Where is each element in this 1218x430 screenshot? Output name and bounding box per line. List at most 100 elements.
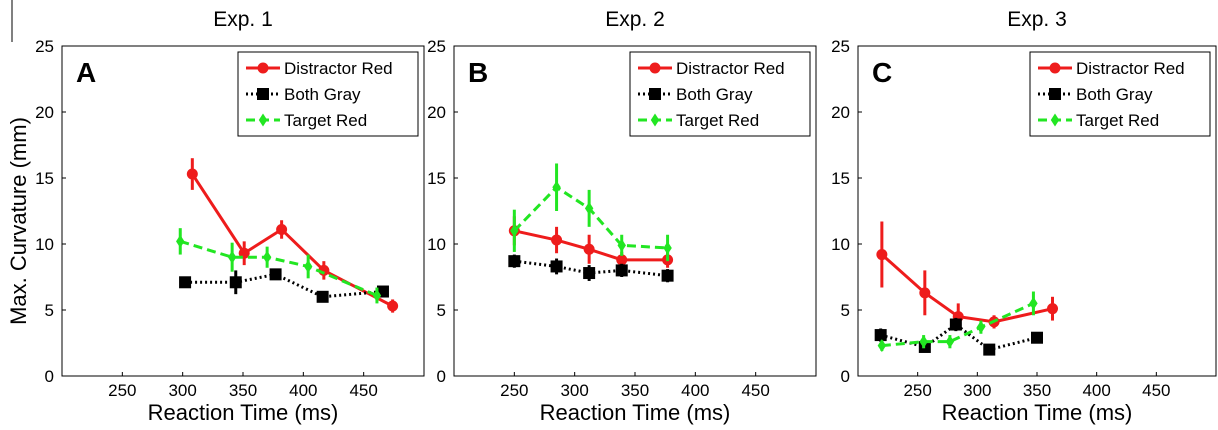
data-point [661, 269, 674, 282]
x-axis-label: Reaction Time (ms) [148, 400, 339, 425]
legend-label: Both Gray [1076, 85, 1153, 104]
x-tick-label: 400 [1082, 381, 1110, 400]
x-tick-label: 300 [963, 381, 991, 400]
y-tick-label: 25 [35, 37, 54, 56]
series-distractor-red [876, 221, 1059, 330]
data-point [949, 318, 962, 331]
panel-title: Exp. 2 [605, 8, 665, 31]
y-tick-label: 5 [841, 301, 850, 320]
x-tick-label: 450 [1142, 381, 1170, 400]
x-tick-label: 400 [289, 381, 317, 400]
y-tick-label: 20 [831, 103, 850, 122]
legend-label: Target Red [676, 111, 759, 130]
legend: Distractor Red Both Gray Target Red [1029, 51, 1211, 137]
data-point [617, 238, 626, 252]
data-point [186, 168, 198, 180]
series-both-gray [508, 254, 674, 283]
y-tick-label: 10 [35, 235, 54, 254]
series-distractor-red [186, 158, 399, 313]
x-tick-label: 450 [741, 381, 769, 400]
legend-swatch-marker [258, 113, 268, 127]
data-point [508, 255, 521, 268]
legend: Distractor Red Both Gray Target Red [237, 51, 419, 137]
y-tick-label: 10 [831, 235, 850, 254]
x-tick-label: 250 [500, 381, 528, 400]
x-tick-label: 350 [621, 381, 649, 400]
data-point [877, 339, 887, 353]
x-tick-label: 250 [108, 381, 136, 400]
series-target-red [176, 228, 382, 304]
y-tick-label: 15 [427, 169, 446, 188]
legend-swatch-marker [649, 88, 661, 100]
data-point [551, 234, 563, 246]
y-tick-label: 25 [427, 37, 446, 56]
data-point [269, 268, 282, 281]
legend-swatch-marker [650, 113, 660, 127]
legend-label: Target Red [284, 111, 367, 130]
legend-label: Distractor Red [1076, 59, 1185, 78]
data-point [229, 276, 242, 289]
y-tick-label: 0 [437, 367, 446, 386]
y-tick-label: 0 [45, 367, 54, 386]
series-line [191, 173, 394, 308]
data-point [919, 287, 931, 299]
panel-title: Exp. 3 [1007, 8, 1067, 31]
legend-swatch-marker [257, 88, 269, 100]
y-tick-label: 5 [45, 301, 54, 320]
data-point [316, 290, 329, 303]
y-tick-label: 5 [437, 301, 446, 320]
data-point [584, 201, 594, 215]
data-point [387, 300, 399, 312]
data-point [1031, 331, 1043, 344]
data-point [176, 234, 185, 248]
panel-3: Exp. 3 0 5 10 15 20 25 250 300 350 400 450 Reaction … [831, 8, 1217, 425]
data-point [583, 267, 596, 280]
series-line [880, 253, 1053, 324]
y-tick-label: 15 [831, 169, 850, 188]
data-point [874, 329, 887, 342]
data-point [663, 241, 672, 255]
panel-letter: A [76, 57, 96, 88]
x-tick-label: 250 [903, 381, 931, 400]
panel-1: Exp. 1 0 5 10 15 20 25 250 300 350 400 450 Reaction … [35, 8, 425, 425]
series-both-gray [179, 268, 389, 303]
data-point [945, 335, 955, 349]
series-distractor-red [508, 216, 674, 268]
legend-label: Both Gray [284, 85, 361, 104]
data-point [983, 343, 996, 356]
x-axis-label: Reaction Time (ms) [942, 400, 1133, 425]
x-tick-label: 300 [168, 381, 196, 400]
y-axis-label: Max. Curvature (mm) [6, 117, 31, 325]
data-point [1047, 303, 1059, 315]
data-point [876, 249, 888, 261]
legend-label: Target Red [1076, 111, 1159, 130]
data-point [976, 320, 986, 334]
y-tick-label: 15 [35, 169, 54, 188]
data-point [372, 288, 382, 302]
series-target-red [510, 163, 672, 262]
data-point [583, 243, 595, 255]
data-point [227, 250, 237, 264]
data-point [616, 254, 628, 266]
data-point [1029, 296, 1038, 310]
data-point [276, 223, 288, 235]
panel-letter: B [468, 57, 488, 88]
x-tick-label: 350 [229, 381, 257, 400]
y-tick-label: 20 [35, 103, 54, 122]
data-point [303, 259, 313, 273]
data-point [919, 335, 928, 349]
legend-swatch-marker [1050, 113, 1060, 127]
panel-2: Exp. 2 0 5 10 15 20 25 250 300 350 400 450 Reaction … [427, 8, 817, 425]
legend-swatch-marker [1049, 88, 1061, 100]
legend-label: Both Gray [676, 85, 753, 104]
x-axis-label: Reaction Time (ms) [540, 400, 731, 425]
data-point [550, 260, 563, 273]
y-tick-label: 25 [831, 37, 850, 56]
legend-swatch-marker [257, 62, 269, 74]
series-target-red [877, 291, 1038, 353]
x-tick-label: 400 [681, 381, 709, 400]
data-point [262, 250, 272, 264]
series-line [513, 185, 668, 250]
y-tick-label: 10 [427, 235, 446, 254]
